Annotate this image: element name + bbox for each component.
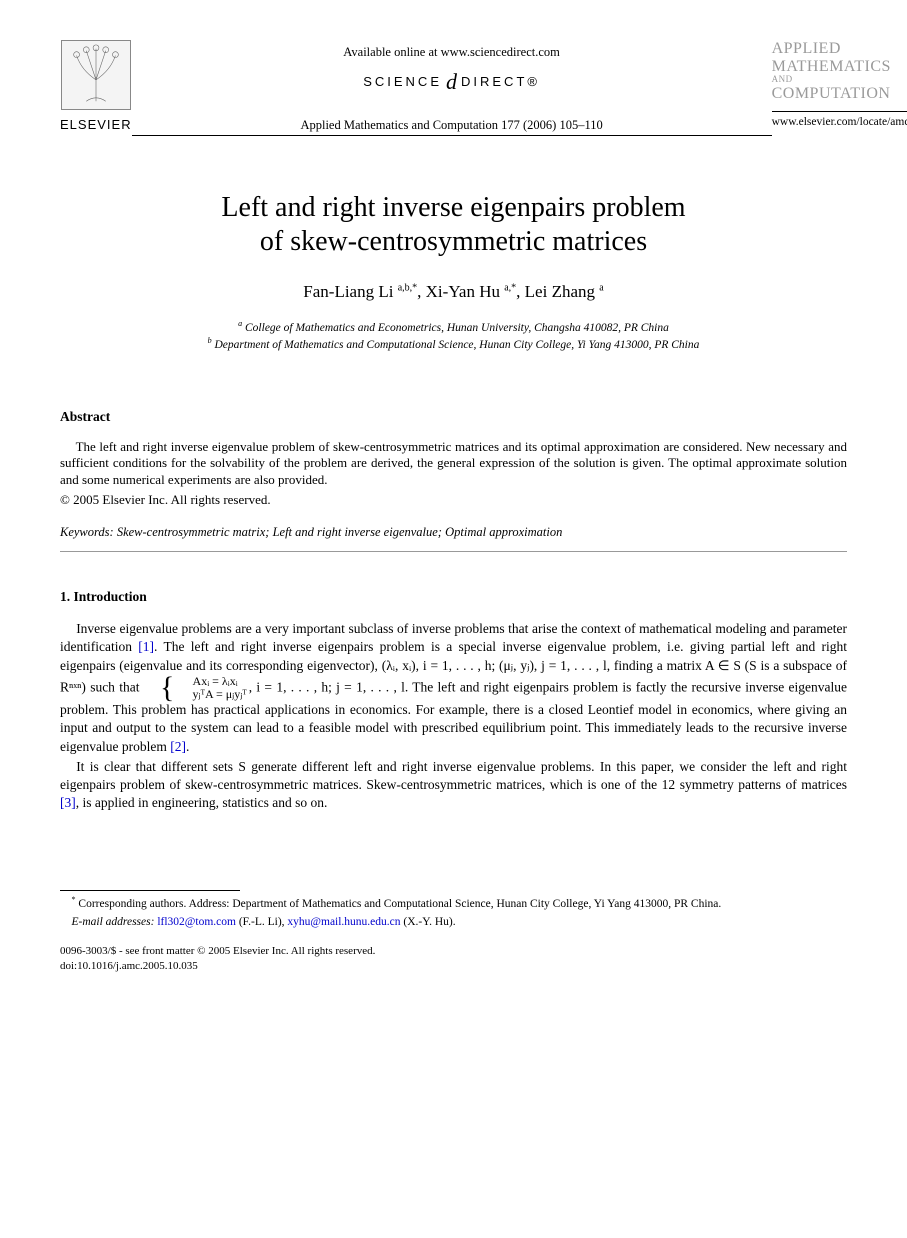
p2-b: , is applied in engineering, statistics … [76,795,328,810]
journal-title-box: APPLIED MATHEMATICS AND COMPUTATION [772,40,907,112]
sd-right: DIRECT® [461,73,540,91]
p2-a: It is clear that different sets S genera… [60,759,847,792]
author-1: Fan-Liang Li [303,282,393,301]
authors-line: Fan-Liang Li a,b,*, Xi-Yan Hu a,*, Lei Z… [60,281,847,304]
ref-link-2[interactable]: [2] [170,739,186,754]
affil-b-text: Department of Mathematics and Computatio… [215,339,700,351]
email-link-1[interactable]: lfl302@tom.com [157,916,236,928]
jt-and: AND [772,75,907,85]
abstract-heading: Abstract [60,408,847,426]
header-rule [132,135,772,136]
journal-url[interactable]: www.elsevier.com/locate/amc [772,115,907,131]
eq-2: yⱼᵀA = μⱼyⱼᵀ [176,688,246,701]
doi-line: doi:10.1016/j.amc.2005.10.035 [60,959,847,973]
jt-line1: APPLIED [772,40,841,57]
journal-reference: Applied Mathematics and Computation 177 … [132,117,772,134]
email-link-2[interactable]: xyhu@mail.hunu.edu.cn [287,916,400,928]
abstract-rule [60,551,847,552]
abstract-copyright: © 2005 Elsevier Inc. All rights reserved… [60,491,847,509]
email-footnote: E-mail addresses: lfl302@tom.com (F.-L. … [60,915,847,931]
title-line2: of skew-centrosymmetric matrices [260,226,647,257]
introduction-heading: 1. Introduction [60,588,847,606]
affiliation-b: b Department of Mathematics and Computat… [60,335,847,353]
intro-paragraph-1: Inverse eigenvalue problems are a very i… [60,620,847,756]
ref-link-3[interactable]: [3] [60,795,76,810]
ref-link-1[interactable]: [1] [138,639,154,654]
sd-at-icon: d [446,67,457,97]
email-name-1: (F.-L. Li), [239,916,285,928]
page-header: ELSEVIER Available online at www.science… [60,40,847,136]
corr-text: Corresponding authors. Address: Departme… [78,898,721,910]
email-name-2: (X.-Y. Hu). [403,916,455,928]
corr-marker: * [72,895,76,904]
title-line1: Left and right inverse eigenpairs proble… [221,192,685,223]
email-label: E-mail addresses: [72,916,155,928]
intro-paragraph-2: It is clear that different sets S genera… [60,758,847,813]
sd-left: SCIENCE [363,73,442,91]
jt-line2: MATHEMATICS [772,58,891,75]
author-2-affil: a,* [504,282,516,293]
keywords-label: Keywords: [60,525,114,539]
footer-block: 0096-3003/$ - see front matter © 2005 El… [60,944,847,973]
equation-system: {Axᵢ = λᵢxᵢyⱼᵀA = μⱼyⱼᵀ [144,675,247,701]
elsevier-tree-icon [61,40,131,110]
p1-d: . [186,739,189,754]
header-center: Available online at www.sciencedirect.co… [132,40,772,136]
author-3: Lei Zhang [525,282,595,301]
issn-line: 0096-3003/$ - see front matter © 2005 El… [60,944,847,958]
jt-line3: COMPUTATION [772,85,891,102]
author-2: Xi-Yan Hu [426,282,500,301]
sciencedirect-logo: SCIENCE d DIRECT® [132,67,772,97]
left-brace-icon: { [144,676,175,700]
abstract-text: The left and right inverse eigenvalue pr… [60,439,847,489]
publisher-logo-block: ELSEVIER [60,40,132,133]
available-online-text: Available online at www.sciencedirect.co… [132,44,772,61]
author-1-affil: a,b,* [398,282,417,293]
keywords-line: Keywords: Skew-centrosymmetric matrix; L… [60,524,847,541]
publisher-name: ELSEVIER [60,116,132,134]
journal-logo-block: APPLIED MATHEMATICS AND COMPUTATION www.… [772,40,907,130]
corresponding-footnote: * Corresponding authors. Address: Depart… [60,895,847,912]
author-3-affil: a [599,282,603,293]
affiliation-a: a College of Mathematics and Econometric… [60,318,847,336]
affil-a-text: College of Mathematics and Econometrics,… [245,321,669,333]
article-title: Left and right inverse eigenpairs proble… [60,191,847,258]
footnote-separator [60,890,240,891]
keywords-text: Skew-centrosymmetric matrix; Left and ri… [117,525,563,539]
eq-1: Axᵢ = λᵢxᵢ [176,675,246,688]
